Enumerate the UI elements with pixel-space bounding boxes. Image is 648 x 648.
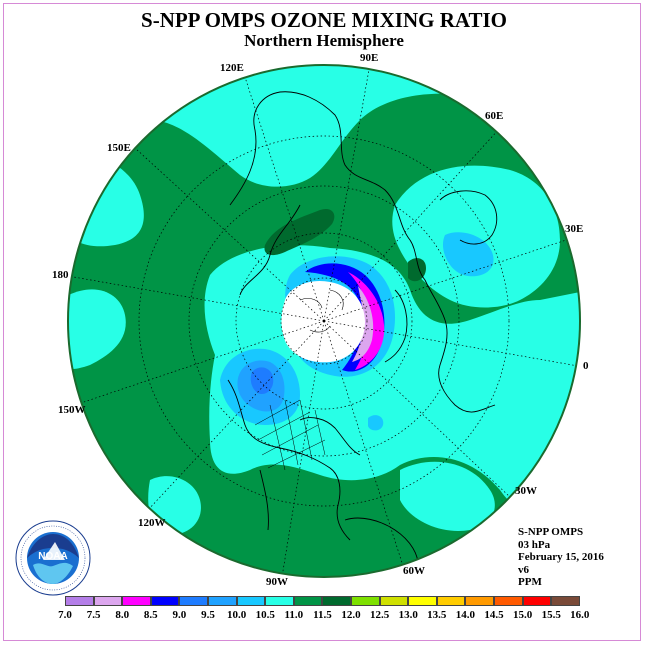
colorbar-tick-label: 7.0 — [58, 609, 72, 621]
colorbar-tick-label: 15.5 — [541, 609, 561, 621]
noaa-logo-text: NOAA — [38, 551, 67, 562]
colorbar-tick-label: 14.5 — [484, 609, 504, 621]
colorbar-tick-label: 10.5 — [255, 609, 275, 621]
arctic-features — [299, 289, 344, 333]
blue-region-pacific-core — [250, 367, 274, 394]
label-90e: 90E — [360, 52, 379, 64]
colorbar-tick-label: 13.5 — [427, 609, 447, 621]
colorbar-swatch — [293, 596, 323, 606]
colorbar-swatch — [208, 596, 237, 606]
us-state-borders — [254, 399, 326, 471]
colorbar-tick-label: 8.5 — [143, 609, 158, 621]
colorbar-swatch — [351, 596, 380, 606]
info-units: PPM — [518, 576, 542, 588]
dark-green-patch-north — [264, 208, 335, 256]
colorbar-swatch — [150, 596, 180, 606]
vortex-edge-magenta — [348, 272, 385, 370]
colorbar-swatch — [551, 596, 580, 606]
colorbar-tick-label: 9.0 — [172, 609, 187, 621]
colorbar-tick-label: 10.0 — [226, 609, 247, 621]
colorbar-swatch — [65, 596, 94, 606]
latitude-circles — [138, 135, 510, 507]
meridian-lines — [68, 65, 579, 577]
colorbar-swatch — [179, 596, 208, 606]
info-instrument: S-NPP OMPS — [518, 526, 584, 538]
info-level: 03 hPa — [518, 538, 551, 551]
colorbar-swatch — [522, 596, 552, 606]
colorbar-tick-label: 8.0 — [115, 609, 130, 621]
colorbar-tick-label: 11.5 — [313, 609, 332, 621]
colorbar-tick-label: 15.0 — [512, 609, 533, 621]
colorbar-tick-label: 14.0 — [455, 609, 476, 621]
label-30e: 30E — [565, 223, 584, 235]
info-version: v6 — [518, 563, 529, 576]
label-120e: 120E — [220, 62, 244, 74]
noaa-logo: NOAA — [15, 520, 91, 596]
label-90w: 90W — [266, 576, 288, 588]
figure-border — [3, 3, 641, 641]
label-150e: 150E — [107, 142, 131, 154]
coastlines — [227, 91, 498, 571]
colorbar-tick-label: 9.5 — [201, 609, 215, 621]
colorbar-swatch — [122, 596, 151, 606]
colorbar-tick-label: 12.5 — [369, 609, 390, 621]
figure-subtitle: Northern Hemisphere — [244, 31, 404, 50]
product-info: S-NPP OMPS 03 hPa February 15, 2016 v6 P… — [518, 526, 604, 589]
colorbar-tick-label: 11.0 — [284, 609, 304, 621]
label-120w: 120W — [138, 517, 166, 529]
cyan-region-southeast — [400, 461, 495, 531]
blue-region-small — [368, 415, 384, 431]
label-180: 180 — [52, 269, 69, 281]
colorbar-tick-label: 13.0 — [398, 609, 418, 621]
label-60e: 60E — [485, 110, 504, 122]
colorbar-swatch — [379, 596, 409, 606]
colorbar-tick-label: 16.0 — [570, 609, 590, 621]
map-boundary — [67, 64, 581, 578]
label-60w: 60W — [403, 565, 425, 577]
colorbar-swatch — [465, 596, 494, 606]
colorbar-swatch — [236, 596, 266, 606]
colorbar-tick-label: 7.5 — [86, 609, 101, 621]
vortex-edge-violet — [352, 286, 374, 362]
info-date: February 15, 2016 — [518, 551, 604, 563]
label-150w: 150W — [58, 404, 86, 416]
cyan-region-southwest — [68, 289, 126, 370]
colorbar-swatch — [408, 596, 437, 606]
dark-green-patch-east — [408, 258, 426, 282]
label-30w: 30W — [515, 485, 537, 497]
colorbar-swatch — [93, 596, 123, 606]
colorbar-swatch — [494, 596, 523, 606]
colorbar-swatch — [322, 596, 351, 606]
label-0: 0 — [583, 360, 589, 372]
color-scale-bar: 7.0 7.5 8.0 8.5 9.0 9.5 10.0 10.5 11.0 11.5 12.0 12… — [58, 596, 589, 626]
colorbar-swatch — [436, 596, 466, 606]
figure-title: S-NPP OMPS OZONE MIXING RATIO — [141, 8, 507, 32]
colorbar-tick-label: 12.0 — [341, 609, 361, 621]
colorbar-swatch — [265, 596, 294, 606]
